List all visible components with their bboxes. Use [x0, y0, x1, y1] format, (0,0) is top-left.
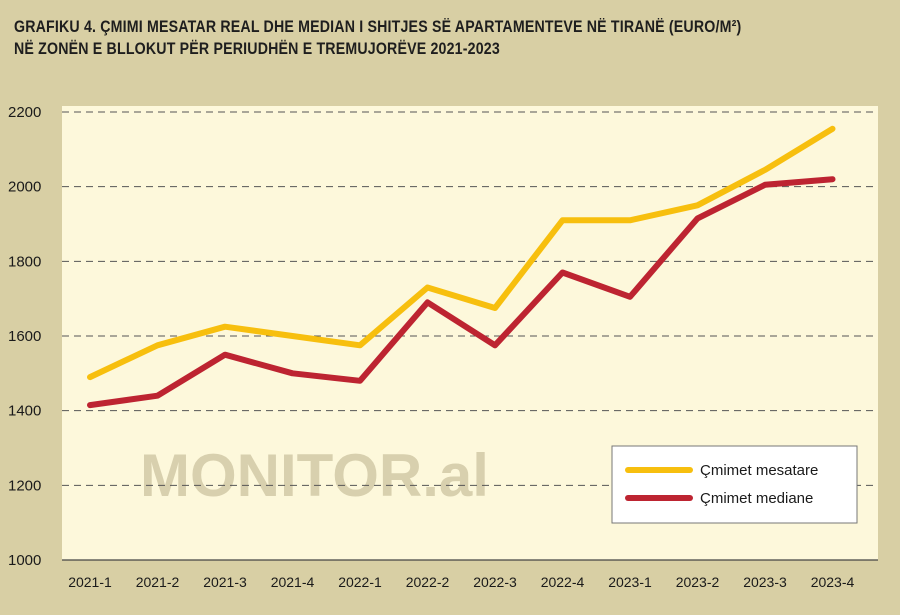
x-tick-label-2021-4: 2021-4	[271, 574, 315, 590]
x-tick-label-2021-3: 2021-3	[203, 574, 247, 590]
x-tick-label-2022-1: 2022-1	[338, 574, 382, 590]
y-tick-label-1800: 1800	[8, 253, 41, 270]
y-tick-label-1000: 1000	[8, 552, 41, 569]
x-tick-label-2023-4: 2023-4	[811, 574, 855, 590]
x-tick-label-2021-2: 2021-2	[136, 574, 180, 590]
watermark: MONITOR.al	[140, 442, 489, 509]
x-tick-label-2022-4: 2022-4	[541, 574, 585, 590]
y-tick-label-1200: 1200	[8, 477, 41, 494]
x-tick-label-2023-1: 2023-1	[608, 574, 652, 590]
x-tick-label-2022-3: 2022-3	[473, 574, 517, 590]
y-tick-label-1400: 1400	[8, 403, 41, 420]
x-tick-label-2023-2: 2023-2	[676, 574, 720, 590]
series-line-mesatare	[87, 125, 836, 381]
chart-title: GRAFIKU 4. ÇMIMI MESATAR REAL DHE MEDIAN…	[14, 16, 771, 60]
x-tick-label-2022-2: 2022-2	[406, 574, 450, 590]
chart-title-line-1: GRAFIKU 4. ÇMIMI MESATAR REAL DHE MEDIAN…	[14, 18, 742, 36]
legend-label-mediane: Çmimet mediane	[700, 490, 813, 507]
chart-title-line-2: NË ZONËN E BLLOKUT PËR PERIUDHËN E TREMU…	[14, 40, 500, 58]
legend-label-mesatare: Çmimet mesatare	[700, 462, 818, 479]
series-line-mediane	[87, 176, 836, 409]
legend-box	[611, 445, 858, 524]
y-tick-label-2200: 2200	[8, 104, 41, 121]
x-tick-label-2023-3: 2023-3	[743, 574, 787, 590]
y-tick-label-2000: 2000	[8, 179, 41, 196]
y-tick-label-1600: 1600	[8, 328, 41, 345]
x-tick-label-2021-1: 2021-1	[68, 574, 112, 590]
